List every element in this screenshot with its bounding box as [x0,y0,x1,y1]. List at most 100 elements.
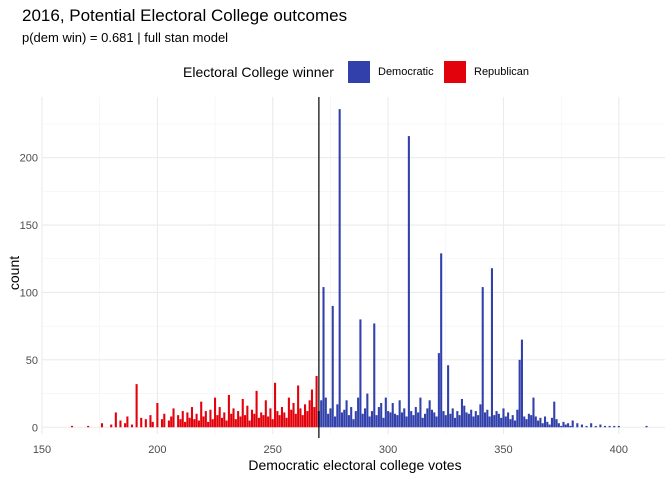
bar-republican [283,412,286,428]
bar-republican [218,407,221,428]
bar-republican [177,415,180,428]
bar-democratic [426,408,429,428]
bar-democratic [569,425,572,428]
chart-subtitle: p(dem win) = 0.681 | full stan model [22,30,229,45]
bar-democratic [407,136,410,428]
bar-republican [230,413,233,428]
bar-democratic [350,407,353,428]
bar-democratic [576,423,579,428]
bar-democratic [525,419,528,428]
bar-republican [114,412,117,428]
bar-republican [232,408,235,428]
y-tick-label: 0 [32,422,38,434]
x-tick-label: 350 [494,444,512,456]
bar-democratic [414,407,417,428]
bar-democratic [543,416,547,428]
bar-democratic [470,409,473,428]
bar-republican [297,385,300,428]
bar-democratic [479,404,482,428]
bar-democratic [396,415,399,428]
bar-democratic [486,409,489,428]
x-tick-label: 150 [33,444,51,456]
bar-democratic [530,415,533,428]
chart-title: 2016, Potential Electoral College outcom… [22,6,348,25]
legend-label-republican: Republican [474,66,530,78]
bar-republican [156,403,159,428]
bar-democratic [553,401,556,428]
bar-democratic [364,408,367,428]
bar-republican [267,416,270,428]
bar-republican [278,415,281,428]
bar-democratic [557,423,560,428]
bar-democratic [322,287,325,428]
bar-republican [274,382,277,428]
y-tick-label: 200 [20,153,38,165]
bar-democratic [511,415,514,428]
bar-republican [310,389,314,428]
bar-republican [207,421,210,428]
bar-republican [211,419,214,428]
bar-republican [260,412,263,428]
bar-democratic [442,411,445,428]
bar-democratic [523,416,526,428]
bar-democratic [477,415,480,428]
bar-republican [214,397,217,428]
legend-key-democratic [348,61,370,83]
bar-democratic [331,305,334,428]
bar-democratic [567,423,570,428]
bar-republican [239,416,242,428]
bar-democratic [520,339,523,428]
bar-republican [130,424,134,428]
y-axis-title: count [6,256,22,290]
bar-democratic [458,415,461,428]
bar-democratic [507,412,510,428]
x-axis: 150 200 250 300 350 400 [33,444,628,456]
bar-republican [290,409,293,428]
bar-democratic [329,408,332,428]
bar-democratic [324,397,327,428]
x-axis-title: Democratic electoral college votes [248,457,461,473]
bar-democratic [334,416,337,428]
bar-democratic [357,397,360,428]
bar-republican [315,376,318,428]
legend-label-democratic: Democratic [378,66,434,78]
bar-republican [301,415,304,428]
bar-democratic [645,425,648,428]
bar-democratic [338,109,341,428]
bar-democratic [403,408,406,428]
bar-republican [255,390,258,428]
bar-democratic [345,400,348,428]
bar-democratic [359,319,362,428]
bar-republican [70,425,74,428]
bar-democratic [541,423,544,428]
bar-democratic [594,425,597,428]
bar-democratic [493,415,496,428]
bar-democratic [502,408,505,428]
bar-democratic [421,417,424,428]
bar-republican [163,413,166,428]
bar-republican [264,400,267,428]
bar-republican [181,411,184,428]
bar-democratic [423,413,427,428]
bar-democratic [537,420,540,428]
bar-republican [151,421,154,428]
bar-republican [110,424,113,428]
bar-democratic [564,424,567,428]
bar-republican [126,416,129,428]
bar-republican [144,419,147,428]
bar-democratic [380,403,383,428]
bar-republican [135,384,138,428]
bar-democratic [433,412,436,428]
bar-republican [304,404,307,428]
bar-democratic [550,417,553,428]
bar-democratic [373,323,376,428]
bar-democratic [444,415,447,428]
bar-republican [197,420,200,428]
bar-republican [294,413,297,428]
bar-democratic [539,417,542,428]
bar-democratic [391,403,394,428]
bar-democratic [608,425,611,428]
bar-republican [195,413,198,428]
bar-democratic [599,424,602,428]
bar-democratic [504,416,507,428]
